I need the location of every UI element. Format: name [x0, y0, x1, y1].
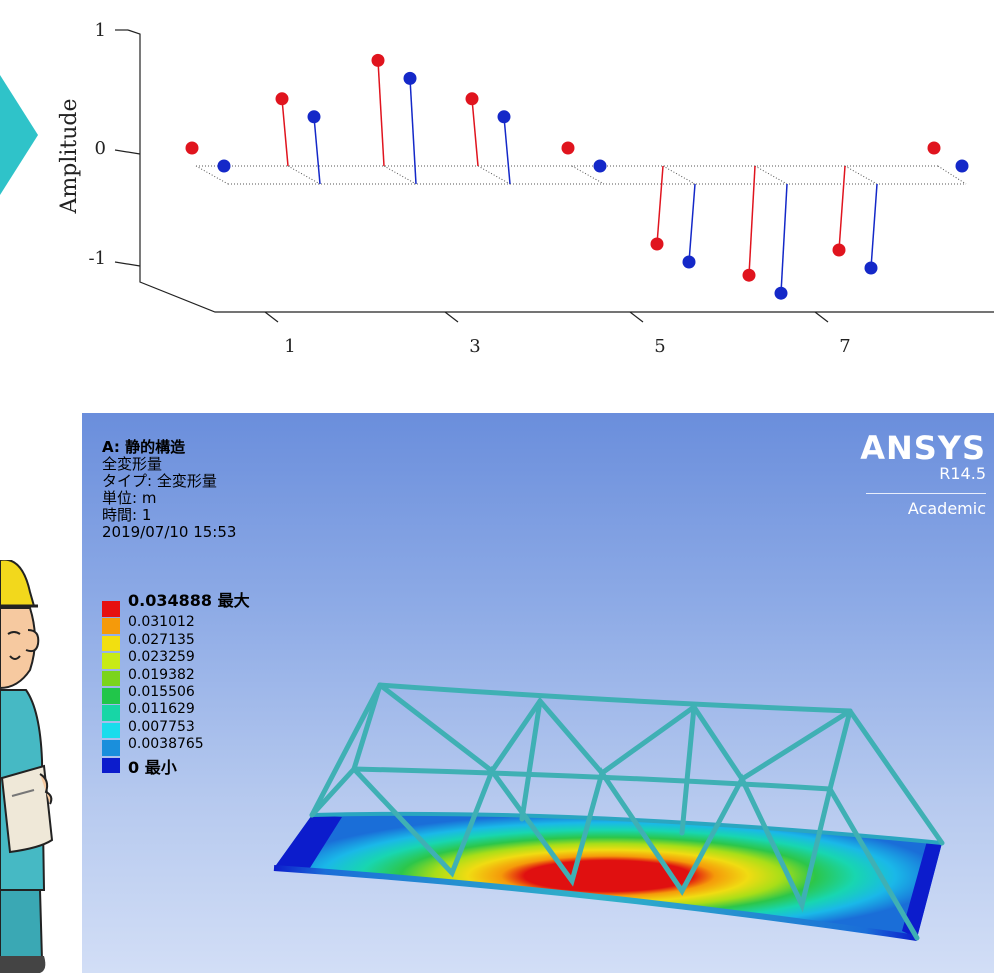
- legend-swatch: [102, 722, 120, 739]
- result-name: 全変形量: [102, 455, 163, 473]
- blue-series-point: [864, 261, 878, 275]
- blue-series-point: [955, 159, 969, 173]
- stems-layer: [185, 53, 969, 300]
- red-series-point: [832, 243, 846, 257]
- red-series-point: [185, 141, 199, 155]
- blue-series-point: [774, 286, 788, 300]
- engineer-illustration-icon: [0, 560, 54, 973]
- legend-swatch: [102, 635, 120, 652]
- result-unit: 単位: m: [102, 489, 157, 507]
- blue-series-stem: [688, 183, 696, 263]
- xtick-7: 7: [839, 336, 850, 357]
- ansys-logo: ANSYS R14.5 Academic: [860, 431, 986, 518]
- legend-swatch: [102, 705, 120, 721]
- legend-swatch: [102, 740, 120, 756]
- red-series-stem: [377, 60, 385, 167]
- legend-swatch: [102, 688, 120, 704]
- red-series-point: [927, 141, 941, 155]
- legend-label: 0.0038765: [128, 736, 204, 753]
- legend-swatch: [102, 601, 120, 617]
- legend-label: 0.019382: [128, 666, 195, 683]
- legend-label: 0.034888 最大: [128, 591, 250, 610]
- blue-series-point: [403, 71, 417, 85]
- xtick-1: 1: [284, 336, 295, 357]
- legend-swatch: [102, 618, 120, 634]
- red-series-stem: [656, 165, 664, 245]
- red-series-point: [650, 237, 664, 251]
- color-legend: 0.034888 最大 0.031012 0.027135 0.023259 0.019…: [102, 591, 332, 853]
- legend-label: 0.011629: [128, 701, 195, 718]
- legend-swatch: [102, 670, 120, 687]
- result-timestamp: 2019/07/10 15:53: [102, 523, 237, 541]
- analysis-title: A: 静的構造: [102, 438, 186, 456]
- y-axis-label: Amplitude: [57, 98, 82, 214]
- red-series-point: [742, 268, 756, 282]
- blue-series-stem: [780, 183, 788, 294]
- legend-label: 0.027135: [128, 631, 195, 648]
- red-series-point: [371, 53, 385, 67]
- legend-swatch: [102, 757, 120, 774]
- ansys-version: R14.5: [939, 464, 986, 483]
- ytick-0: 0: [95, 138, 106, 159]
- blue-series-stem: [870, 183, 878, 269]
- logo-divider: [866, 493, 986, 494]
- legend-swatch: [102, 653, 120, 669]
- xtick-3: 3: [469, 336, 480, 357]
- blue-series-stem: [409, 78, 417, 185]
- blue-series-stem: [313, 116, 321, 185]
- blue-series-stem: [503, 116, 511, 185]
- red-series-stem: [471, 98, 479, 167]
- truss-structure-render: [273, 682, 945, 941]
- result-time: 時間: 1: [102, 506, 152, 524]
- stem-plot: 1 0 -1 1 3 5 7 Amplitude: [57, 20, 994, 357]
- legend-label: 0.031012: [128, 614, 195, 631]
- plot-axes: [114, 29, 994, 323]
- legend-label: 0.007753: [128, 718, 195, 735]
- red-series-stem: [838, 165, 846, 251]
- red-series-stem: [748, 165, 756, 276]
- red-series-point: [275, 92, 289, 106]
- legend-label: 0 最小: [128, 757, 177, 777]
- xtick-5: 5: [654, 336, 665, 357]
- red-series-stem: [281, 98, 289, 167]
- red-series-point: [465, 92, 479, 106]
- blue-series-point: [497, 110, 511, 124]
- blue-series-point: [682, 255, 696, 269]
- legend-label: 0.023259: [128, 649, 195, 666]
- result-type: タイプ: 全変形量: [102, 472, 217, 490]
- ansys-info-block: A: 静的構造 全変形量 タイプ: 全変形量 単位: m 時間: 1 2019/…: [102, 439, 236, 541]
- red-series-point: [561, 141, 575, 155]
- ansys-edition: Academic: [907, 499, 986, 518]
- ytick-minus1: -1: [88, 248, 106, 269]
- legend-label: 0.015506: [128, 684, 195, 700]
- ansys-result-panel: A: 静的構造 全変形量 タイプ: 全変形量 単位: m 時間: 1 2019/…: [82, 413, 994, 973]
- play-arrow-icon: [0, 75, 38, 195]
- blue-series-point: [217, 159, 231, 173]
- ansys-logo-text: ANSYS: [860, 429, 986, 467]
- ytick-1: 1: [95, 20, 106, 41]
- blue-series-point: [307, 110, 321, 124]
- blue-series-point: [593, 159, 607, 173]
